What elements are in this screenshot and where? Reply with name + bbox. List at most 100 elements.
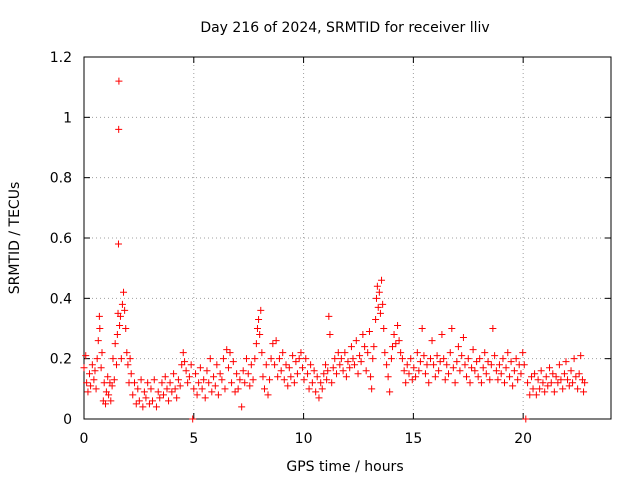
- data-point: [539, 379, 547, 387]
- data-point: [131, 379, 139, 387]
- data-point: [549, 370, 557, 378]
- data-point: [284, 382, 292, 390]
- data-point: [139, 403, 147, 411]
- data-point: [373, 282, 381, 290]
- data-point: [491, 352, 499, 360]
- data-point: [90, 376, 98, 384]
- data-point: [112, 361, 120, 369]
- data-point: [118, 300, 126, 308]
- grid-lines: [84, 57, 611, 419]
- data-point: [443, 361, 451, 369]
- data-point: [517, 370, 525, 378]
- data-point: [242, 355, 250, 363]
- data-point: [430, 361, 438, 369]
- data-point: [387, 355, 395, 363]
- data-point: [346, 364, 354, 372]
- data-point: [473, 358, 481, 366]
- data-point: [228, 379, 236, 387]
- data-point: [233, 370, 241, 378]
- data-point: [435, 367, 443, 375]
- data-point: [547, 379, 555, 387]
- data-point: [224, 364, 232, 372]
- data-point: [234, 385, 242, 393]
- data-point: [581, 379, 589, 387]
- data-point: [252, 340, 260, 348]
- data-point: [403, 361, 411, 369]
- data-point: [295, 355, 303, 363]
- data-point: [110, 376, 118, 384]
- data-point: [176, 382, 184, 390]
- data-point: [190, 385, 198, 393]
- data-point: [260, 385, 268, 393]
- data-point: [211, 382, 219, 390]
- data-point: [392, 340, 400, 348]
- data-point: [369, 355, 377, 363]
- data-point: [323, 376, 331, 384]
- data-point: [253, 325, 261, 332]
- data-point: [279, 349, 287, 357]
- data-point: [315, 394, 323, 402]
- data-point: [492, 367, 500, 375]
- data-point: [532, 391, 540, 399]
- data-point: [544, 382, 552, 390]
- data-point: [208, 388, 216, 396]
- x-tick-label: 10: [295, 431, 313, 447]
- data-point: [307, 361, 315, 369]
- data-point: [542, 373, 550, 381]
- data-point: [272, 337, 280, 345]
- data-point: [555, 361, 563, 369]
- data-point: [206, 355, 214, 363]
- data-point: [536, 385, 544, 393]
- x-tick-label: 20: [514, 431, 532, 447]
- data-point: [318, 385, 326, 393]
- data-point: [195, 379, 203, 387]
- data-point: [257, 306, 265, 314]
- data-point: [570, 355, 578, 363]
- data-point: [97, 364, 105, 372]
- data-point: [529, 385, 537, 393]
- data-point: [477, 379, 485, 387]
- data-point: [569, 379, 577, 387]
- data-point: [302, 355, 310, 363]
- data-point: [469, 346, 477, 354]
- data-point: [471, 367, 479, 375]
- data-point: [476, 355, 484, 363]
- data-point: [446, 349, 454, 357]
- data-point: [308, 379, 316, 387]
- data-point: [108, 382, 116, 390]
- data-point: [326, 331, 334, 339]
- data-point: [468, 364, 476, 372]
- data-point: [357, 358, 365, 366]
- data-point: [407, 355, 415, 363]
- data-point: [405, 370, 413, 378]
- data-point: [213, 361, 221, 369]
- data-point: [247, 361, 255, 369]
- y-tick-label: 1: [63, 110, 72, 126]
- data-point: [484, 358, 492, 366]
- data-point: [574, 385, 582, 393]
- data-point: [448, 325, 456, 332]
- data-point: [557, 376, 565, 384]
- data-point: [259, 373, 267, 381]
- data-point: [420, 352, 428, 360]
- data-point: [494, 376, 502, 384]
- data-point: [449, 364, 457, 372]
- data-point: [246, 382, 254, 390]
- data-point: [418, 325, 426, 332]
- data-point: [107, 397, 115, 405]
- data-point: [210, 373, 218, 381]
- data-point: [173, 394, 181, 402]
- data-point: [255, 315, 263, 323]
- data-point: [310, 367, 318, 375]
- data-point: [93, 355, 101, 363]
- x-tick-labels: 0 5 10 15 20: [80, 431, 533, 447]
- data-point: [394, 321, 402, 329]
- data-point: [126, 355, 134, 363]
- data-point: [559, 385, 567, 393]
- data-point: [170, 370, 178, 378]
- data-point: [506, 373, 514, 381]
- data-point: [541, 388, 549, 396]
- data-point: [193, 391, 201, 399]
- x-tick-label: 0: [80, 431, 89, 447]
- data-point: [489, 325, 497, 332]
